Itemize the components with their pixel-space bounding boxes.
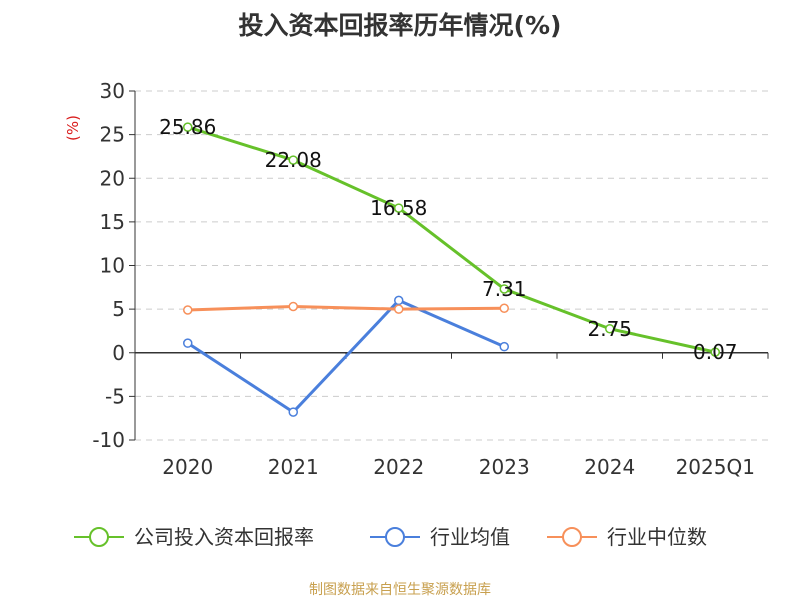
x-tick-label: 2024 <box>584 455 635 479</box>
x-tick-label: 2021 <box>268 455 319 479</box>
legend: 公司投入资本回报率 行业均值 行业中位数 <box>74 525 707 549</box>
y-tick-label: 25 <box>100 123 125 147</box>
y-tick-label: 20 <box>100 166 125 190</box>
grid-lines <box>135 90 768 441</box>
data-point <box>183 338 193 348</box>
series-line <box>187 305 505 312</box>
data-point <box>288 155 298 165</box>
legend-label: 行业均值 <box>430 525 510 549</box>
x-tick-label: 2022 <box>373 455 424 479</box>
data-point <box>394 203 404 213</box>
legend-label: 公司投入资本回报率 <box>134 525 314 549</box>
x-tick-label: 2020 <box>162 455 213 479</box>
y-axis-unit: (%) <box>64 115 82 141</box>
data-label: 7.31 <box>482 277 527 301</box>
x-tick-label: 2023 <box>479 455 530 479</box>
data-point <box>288 407 298 417</box>
data-point <box>288 301 298 312</box>
y-tick-label: -5 <box>105 384 125 408</box>
source-note: 制图数据来自恒生聚源数据库 <box>309 582 491 598</box>
x-tick-labels: 2020 2021 2022 2023 2024 2025Q1 <box>162 455 755 479</box>
y-tick-label: 30 <box>100 79 125 103</box>
data-point <box>394 295 404 306</box>
data-point <box>183 122 193 132</box>
data-label: 0.07 <box>693 340 738 364</box>
series-line <box>187 125 716 354</box>
y-tick-labels: 30 25 20 15 10 5 0 -5 -10 <box>92 79 125 452</box>
x-tick-label: 2025Q1 <box>676 455 755 479</box>
data-label: 22.08 <box>265 148 322 172</box>
data-label: 25.86 <box>159 115 216 139</box>
legend-swatch-marker <box>89 527 109 547</box>
y-tick-label: 5 <box>112 297 125 321</box>
y-tick-label: 10 <box>100 254 125 278</box>
data-point <box>499 341 509 352</box>
data-point <box>183 305 193 315</box>
axes <box>129 90 769 441</box>
y-tick-label: 0 <box>112 341 125 365</box>
data-label: 2.75 <box>587 317 632 341</box>
series-line <box>186 298 505 414</box>
data-point <box>605 324 615 334</box>
data-labels: 25.86 22.08 16.58 7.31 2.75 0.07 <box>159 115 737 364</box>
data-label: 16.58 <box>370 196 427 220</box>
chart-title: 投入资本回报率历年情况(%) <box>238 11 562 40</box>
data-point <box>499 284 509 294</box>
y-tick-label: -10 <box>92 428 125 452</box>
data-point <box>710 347 720 357</box>
legend-swatch-marker <box>385 527 405 547</box>
y-tick-label: 15 <box>100 210 125 234</box>
data-point <box>499 303 509 314</box>
series-lines <box>183 122 720 417</box>
legend-label: 行业中位数 <box>607 525 707 549</box>
legend-swatch-marker <box>562 527 582 547</box>
data-point <box>394 304 404 314</box>
